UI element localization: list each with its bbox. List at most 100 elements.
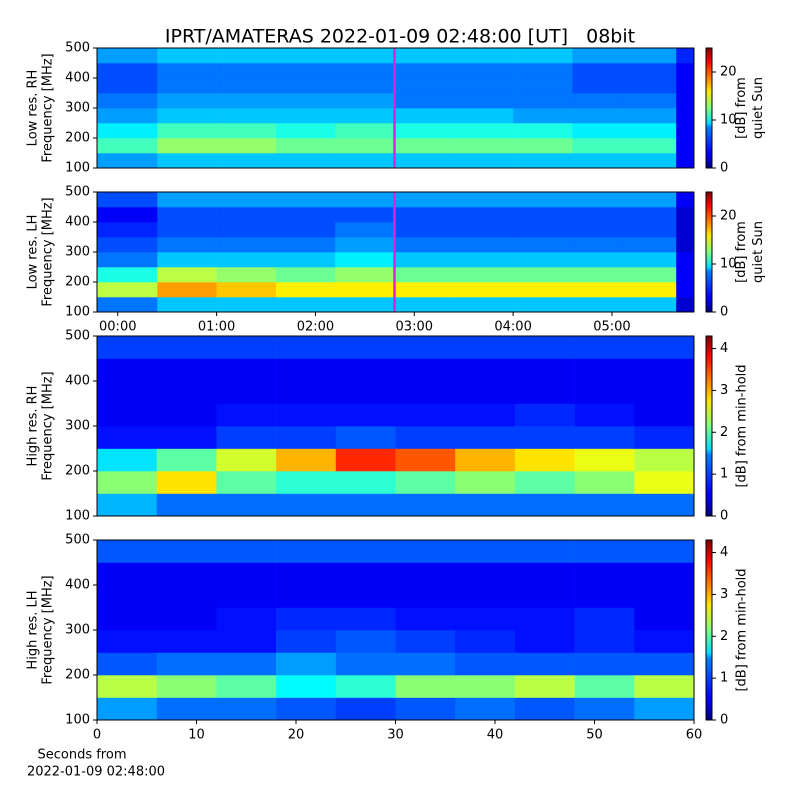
heat-cell <box>513 48 573 64</box>
heat-cell <box>275 138 336 154</box>
heat-cell <box>453 63 514 79</box>
heat-cell <box>275 252 336 268</box>
heat-cell <box>572 48 623 64</box>
heat-cell <box>216 448 277 472</box>
y-tick-label: 100 <box>65 509 90 524</box>
heat-cell <box>455 403 516 427</box>
heat-cell <box>156 358 217 382</box>
heat-cell <box>276 652 337 676</box>
heat-cell <box>335 297 395 313</box>
heat-cell <box>453 207 514 223</box>
heat-cell <box>276 585 337 608</box>
heat-cell <box>574 585 635 608</box>
heat-cell <box>97 493 157 517</box>
heat-cell <box>97 48 158 64</box>
heat-cell <box>216 697 277 721</box>
heat-cell <box>621 222 677 238</box>
colorbar-label: quiet Sun <box>751 77 766 139</box>
heat-cell <box>156 448 217 472</box>
heat-cell <box>395 336 456 359</box>
heat-cell <box>395 358 456 382</box>
heat-cell <box>216 652 277 676</box>
heat-cell <box>275 207 336 223</box>
x-tick-label: 50 <box>586 728 603 743</box>
heat-cell <box>514 448 575 472</box>
heat-cell <box>514 403 575 427</box>
heat-cell <box>394 138 455 154</box>
y-tick-label: 300 <box>65 245 90 260</box>
heat-cell <box>676 138 695 154</box>
heat-cell <box>335 403 396 427</box>
x-axis-label: Seconds from <box>37 748 126 763</box>
y-tick-label: 500 <box>65 533 90 548</box>
heat-cell <box>395 562 456 586</box>
heat-cell <box>395 381 456 404</box>
colorbar-label: [dB] from <box>734 221 749 283</box>
heat-cell <box>216 63 277 79</box>
heat-cell <box>395 540 456 563</box>
heat-cell <box>156 381 217 404</box>
y-tick-label: 100 <box>65 305 90 320</box>
colorbar-tick-label: 0 <box>720 713 728 728</box>
y-tick-label: 500 <box>65 185 90 200</box>
heat-cell <box>634 540 695 563</box>
heat-cell <box>394 48 455 64</box>
heat-cell <box>574 381 635 404</box>
heat-cell <box>157 93 217 109</box>
heat-cell <box>216 358 277 382</box>
heat-cell <box>676 237 695 253</box>
heat-cell <box>513 108 573 124</box>
heat-cell <box>572 93 623 109</box>
heat-cell <box>97 153 158 169</box>
heat-cell <box>634 607 695 631</box>
heat-cell <box>513 138 573 154</box>
heat-cell <box>216 108 277 124</box>
heat-cell <box>394 192 455 208</box>
heat-cell <box>621 237 677 253</box>
heat-cell <box>395 652 456 676</box>
heat-cell <box>395 630 456 653</box>
heat-cell <box>216 630 277 653</box>
heat-cell <box>216 282 277 298</box>
y-tick-label: 100 <box>65 713 90 728</box>
heat-cell <box>157 192 217 208</box>
heat-cell <box>394 222 455 238</box>
heat-cell <box>97 540 157 563</box>
heat-cell <box>621 153 677 169</box>
heat-cell <box>394 207 455 223</box>
heat-cell <box>455 630 516 653</box>
heat-cell <box>335 336 396 359</box>
heat-cell <box>514 381 575 404</box>
heat-cell <box>394 108 455 124</box>
heat-cell <box>276 697 337 721</box>
heat-cell <box>514 630 575 653</box>
heat-cell <box>394 252 455 268</box>
heat-cell <box>335 358 396 382</box>
y-axis-label: Low res. RH <box>26 70 41 147</box>
y-tick-label: 300 <box>65 101 90 116</box>
heat-cell <box>216 153 277 169</box>
heat-cell <box>157 267 217 283</box>
heat-cell <box>216 237 277 253</box>
heat-cell <box>395 448 456 472</box>
heat-cell <box>97 358 157 382</box>
heat-cell <box>676 192 695 208</box>
heat-cell <box>276 493 337 517</box>
heat-cell <box>634 630 695 653</box>
heat-cell <box>453 252 514 268</box>
heat-cell <box>514 652 575 676</box>
heat-cell <box>453 192 514 208</box>
heat-cell <box>335 675 396 698</box>
heat-cell <box>394 63 455 79</box>
heat-cell <box>574 675 635 698</box>
heat-cell <box>157 297 217 313</box>
y-axis-label: Frequency [MHz] <box>41 197 56 306</box>
heat-cell <box>335 48 395 64</box>
heat-cell <box>572 153 623 169</box>
heat-cell <box>335 108 395 124</box>
colorbar-tick-label: 10 <box>720 113 737 128</box>
x-axis-label: 2022-01-09 02:48:00 <box>27 765 165 780</box>
heat-cell <box>455 652 516 676</box>
heat-cell <box>514 471 575 494</box>
heat-cell <box>216 222 277 238</box>
